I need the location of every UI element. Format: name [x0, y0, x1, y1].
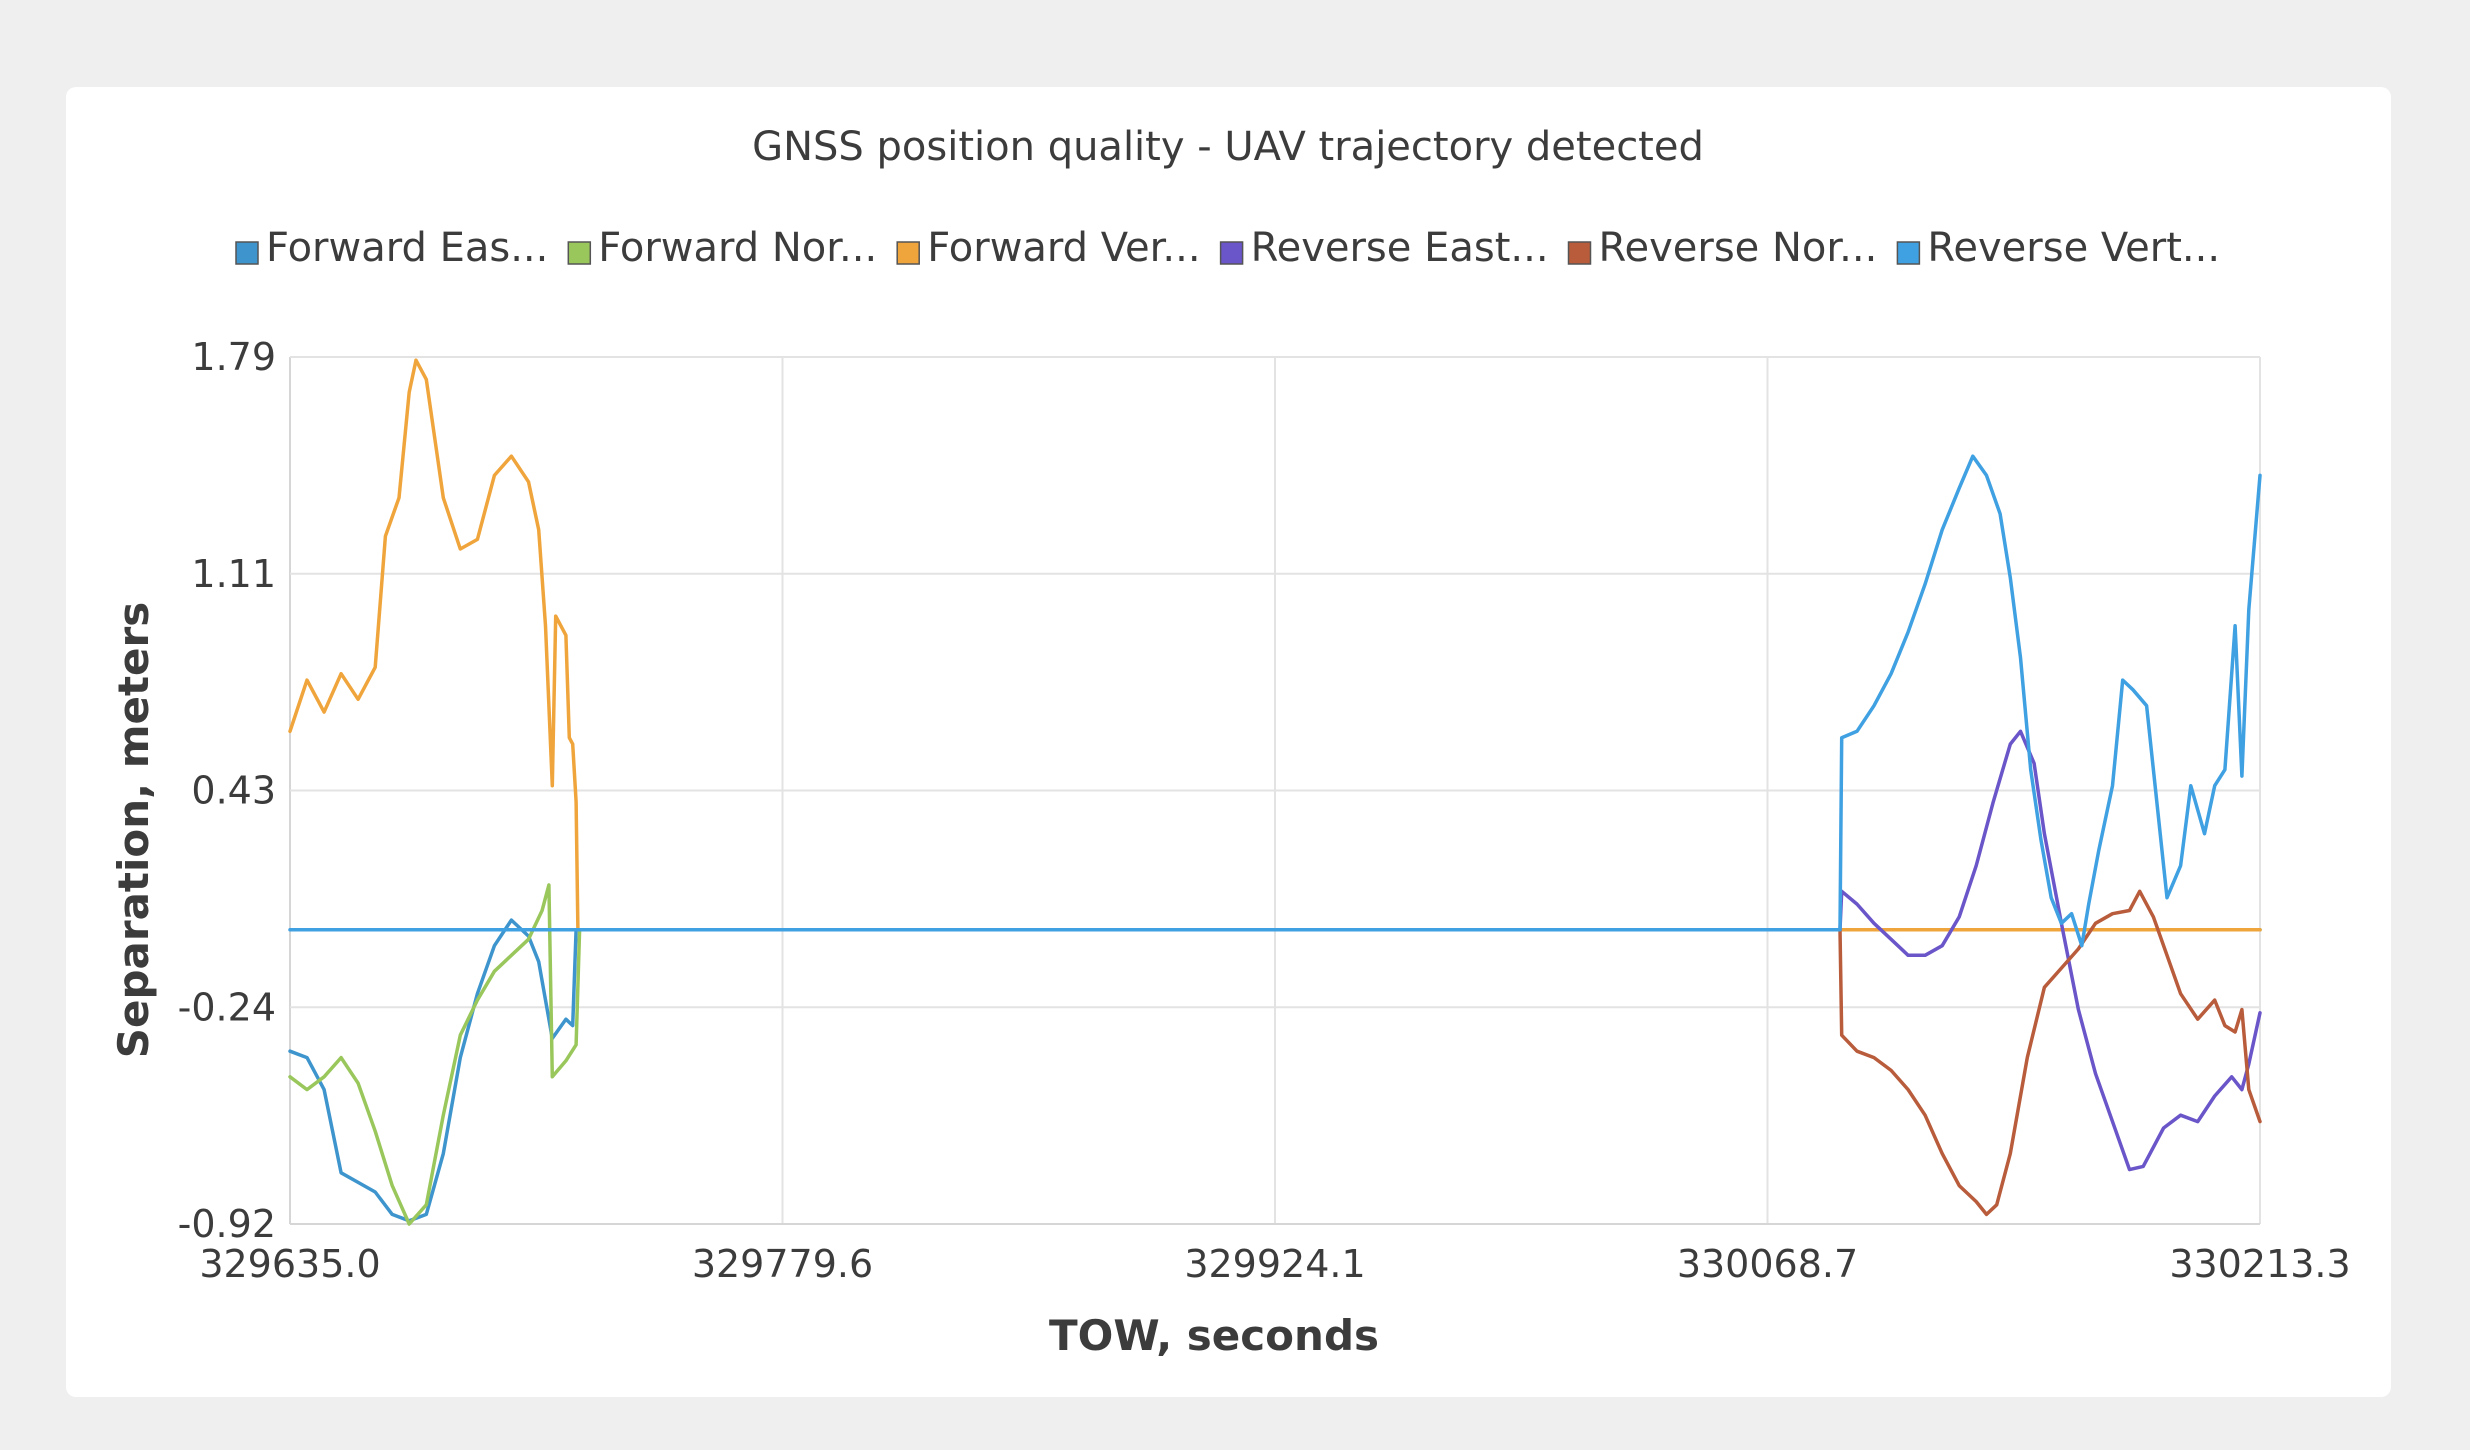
- x-tick-label: 330068.7: [1677, 1242, 1858, 1286]
- x-axis-title: TOW, seconds: [1049, 1311, 1379, 1360]
- legend-item[interactable]: Reverse Vert...: [1896, 225, 2220, 271]
- series-line-4: [1838, 729, 2262, 1172]
- y-tick-label: 0.43: [191, 769, 276, 813]
- legend-swatch: [1896, 241, 1921, 265]
- legend-label: Forward Ver...: [927, 225, 1200, 271]
- legend-swatch: [235, 241, 259, 265]
- plot-area: [288, 358, 2262, 1226]
- legend-item[interactable]: Forward Eas...: [235, 225, 548, 271]
- y-axis-title: Separation, meters: [109, 602, 158, 1059]
- legend-item[interactable]: Forward Nor...: [567, 225, 877, 271]
- legend-label: Forward Eas...: [266, 225, 548, 271]
- legend-swatch: [1567, 241, 1592, 265]
- legend-label: Reverse Vert...: [1927, 225, 2220, 271]
- legend-item[interactable]: Forward Ver...: [896, 225, 1201, 271]
- legend-swatch: [1219, 241, 1244, 265]
- y-tick-label: -0.24: [178, 985, 276, 1029]
- x-tick-label: 329779.6: [692, 1242, 873, 1286]
- grid: [289, 356, 2261, 1225]
- series-line-1: [288, 918, 2262, 1223]
- x-axis-ticks: 329635.0 329779.6 329924.1 330068.7 330213.3: [199, 1242, 2350, 1286]
- legend-item[interactable]: Reverse East...: [1219, 225, 1549, 271]
- legend: Forward Eas... Forward Nor... Forward Ver.…: [235, 225, 2220, 271]
- legend-label: Reverse East...: [1251, 225, 1549, 271]
- y-tick-label: -0.92: [178, 1202, 276, 1246]
- y-axis-ticks: 1.79 1.11 0.43 -0.24 -0.92: [178, 335, 276, 1246]
- legend-swatch: [896, 241, 920, 265]
- legend-label: Forward Nor...: [598, 225, 877, 271]
- x-tick-label: 329635.0: [199, 1242, 380, 1286]
- chart-card: GNSS position quality - UAV trajectory d…: [66, 87, 2391, 1397]
- series-line-6: [288, 454, 2262, 948]
- legend-swatch: [567, 241, 592, 265]
- chart-title: GNSS position quality - UAV trajectory d…: [752, 124, 1704, 170]
- x-tick-label: 329924.1: [1184, 1242, 1365, 1286]
- series-line-5: [1838, 889, 2262, 1217]
- legend-item[interactable]: Reverse Nor...: [1567, 225, 1878, 271]
- y-tick-label: 1.79: [191, 335, 276, 379]
- chart: GNSS position quality - UAV trajectory d…: [109, 124, 2351, 1360]
- y-tick-label: 1.11: [191, 552, 276, 596]
- series-line-2: [288, 883, 2262, 1226]
- series-line-3: [288, 358, 2262, 932]
- x-tick-label: 330213.3: [2169, 1242, 2350, 1286]
- legend-label: Reverse Nor...: [1599, 225, 1878, 271]
